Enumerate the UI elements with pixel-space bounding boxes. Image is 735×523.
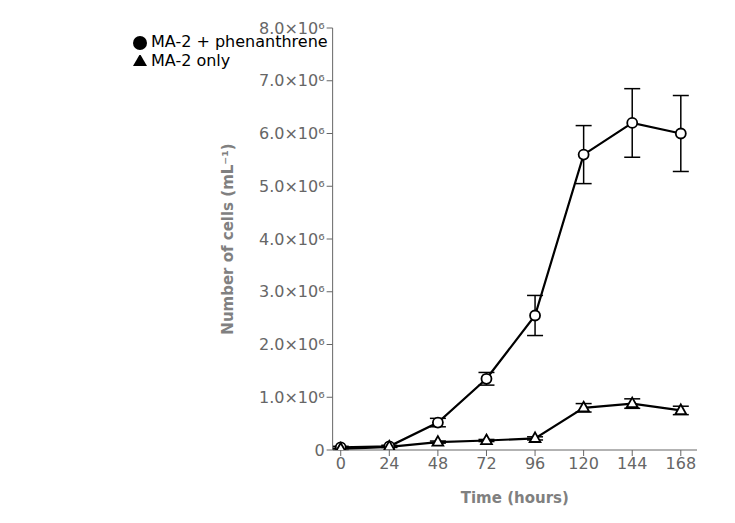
svg-text:4.0×10⁶: 4.0×10⁶ <box>259 230 325 249</box>
svg-text:96: 96 <box>525 454 545 473</box>
svg-text:5.0×10⁶: 5.0×10⁶ <box>259 177 325 196</box>
svg-text:0: 0 <box>314 441 324 460</box>
svg-text:Number of cells (mL⁻¹): Number of cells (mL⁻¹) <box>219 143 237 334</box>
svg-text:48: 48 <box>428 454 448 473</box>
svg-text:168: 168 <box>666 454 697 473</box>
svg-text:1.0×10⁶: 1.0×10⁶ <box>259 388 325 407</box>
svg-text:24: 24 <box>379 454 399 473</box>
svg-text:2.0×10⁶: 2.0×10⁶ <box>259 335 325 354</box>
svg-text:6.0×10⁶: 6.0×10⁶ <box>259 124 325 143</box>
svg-text:3.0×10⁶: 3.0×10⁶ <box>259 282 325 301</box>
svg-text:7.0×10⁶: 7.0×10⁶ <box>259 71 325 90</box>
svg-text:72: 72 <box>476 454 496 473</box>
svg-text:144: 144 <box>617 454 648 473</box>
svg-text:8.0×10⁶: 8.0×10⁶ <box>259 19 325 38</box>
svg-text:0: 0 <box>336 454 346 473</box>
svg-text:120: 120 <box>568 454 599 473</box>
svg-text:Time (hours): Time (hours) <box>461 489 569 507</box>
